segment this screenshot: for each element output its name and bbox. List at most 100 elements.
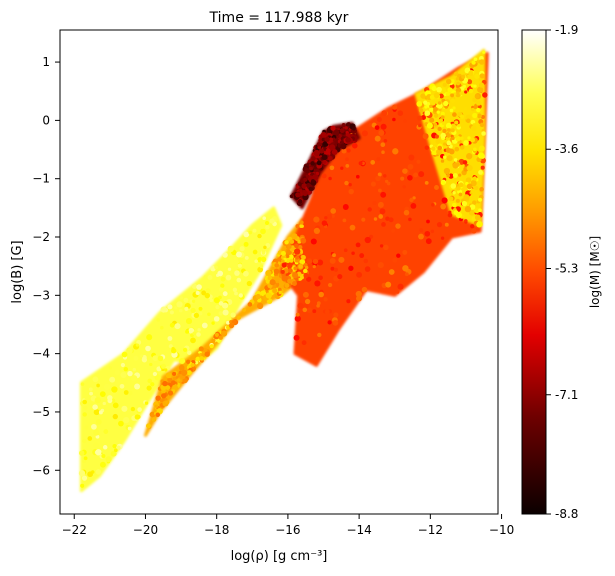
scatter-point [463,140,469,146]
scatter-point [133,355,139,361]
scatter-point [286,254,290,259]
scatter-point [306,258,313,265]
scatter-point [78,470,86,477]
scatter-point [242,308,247,312]
scatter-point [213,297,220,304]
scatter-point [422,133,429,140]
scatter-point [383,174,387,178]
scatter-point [337,274,343,280]
scatter-point [289,258,294,263]
scatter-point [312,264,316,269]
scatter-point [82,438,87,444]
scatter-point [446,155,453,162]
scatter-point [94,397,101,404]
scatter-point [145,345,151,352]
scatter-point [452,202,457,208]
scatter-point [155,395,161,401]
scatter-point [436,221,443,228]
scatter-point [146,385,152,391]
scatter-point [418,108,424,113]
scatter-point [262,216,266,220]
scatter-point [397,110,404,116]
scatter-point [177,378,181,382]
scatter-point [330,266,335,271]
scatter-point [474,185,479,191]
scatter-point [468,88,474,94]
scatter-point [243,270,249,277]
scatter-point [345,157,349,161]
scatter-point [409,197,414,203]
scatter-point [445,122,452,129]
scatter-point [313,216,320,223]
x-tick-label: −18 [204,523,229,537]
scatter-point [452,112,457,117]
scatter-point [339,128,345,134]
scatter-point [88,387,93,392]
scatter-point [312,258,319,265]
scatter-point [123,416,130,424]
scatter-point [207,275,213,280]
scatter-point [470,125,477,132]
scatter-point [284,282,290,289]
scatter-point [442,155,447,159]
scatter-point [146,334,153,341]
scatter-point [252,228,257,233]
scatter-point [213,316,220,322]
scatter-point [478,208,482,213]
scatter-point [150,382,155,387]
scatter-point [392,257,398,263]
scatter-point [297,199,303,205]
scatter-point [134,414,140,420]
scatter-point [267,275,273,281]
scatter-point [160,393,167,399]
y-axis-label: log(B) [G] [10,240,25,303]
scatter-point [300,224,304,228]
scatter-point [168,344,173,349]
scatter-point [313,227,320,234]
scatter-point-layer [78,50,488,488]
scatter-point [126,347,133,354]
scatter-point [436,86,442,93]
scatter-point [294,315,301,322]
scatter-point [118,420,124,427]
scatter-point [461,74,466,79]
scatter-point [113,448,118,453]
scatter-point [107,395,113,401]
scatter-point [445,136,450,141]
scatter-point [222,309,229,316]
scatter-point [188,327,195,334]
scatter-point [92,404,98,410]
scatter-point [452,173,458,178]
scatter-point [462,160,468,165]
scatter-point [418,233,424,240]
scatter-point [172,371,177,376]
scatter-point [436,148,443,155]
scatter-point [317,259,324,266]
scatter-point [384,179,389,184]
scatter-point [379,244,384,248]
scatter-point [408,217,412,222]
scatter-point [472,112,478,119]
colorbar-tick-label: -5.3 [555,261,578,275]
scatter-point [295,255,300,260]
plot-area [59,29,499,515]
scatter-point [82,412,87,417]
scatter-point [328,176,332,181]
scatter-point [127,390,133,396]
scatter-point [220,283,225,288]
scatter-point [434,134,439,139]
colorbar: -8.8 -7.1 -5.3 -3.6 -1.9 log(M) [M☉] [521,23,602,521]
scatter-point [458,173,462,177]
scatter-point [183,297,189,303]
scatter-point [149,411,156,418]
scatter-point [306,307,313,314]
scatter-point [321,220,328,226]
scatter-point [404,272,409,277]
scatter-point [297,244,303,250]
scatter-point [333,267,338,272]
scatter-point [471,228,477,234]
scatter-point [478,82,485,88]
scatter-point [284,240,289,245]
scatter-point [419,228,424,233]
scatter-point [295,192,301,198]
